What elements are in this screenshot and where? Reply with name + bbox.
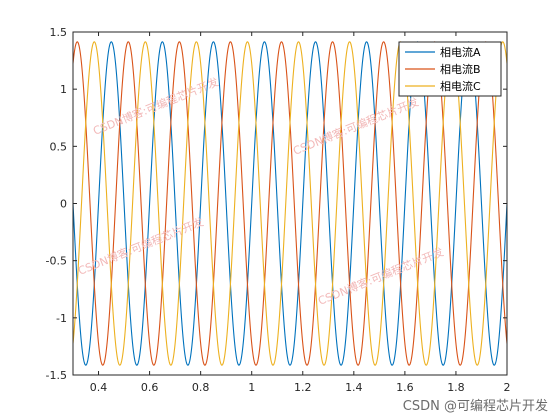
- y-tick-label: -1.5: [46, 369, 67, 382]
- y-tick-label: -0.5: [46, 255, 67, 268]
- x-tick-label: 2: [504, 381, 511, 394]
- y-tick-label: 0: [60, 198, 67, 211]
- credit-watermark: CSDN @可编程芯片开发: [402, 399, 548, 414]
- y-tick-label: 0.5: [50, 140, 68, 153]
- legend: 相电流A 相电流B 相电流C: [398, 41, 502, 97]
- y-axis: -1.5 -1 -0.5 0 0.5 1 1.5: [46, 26, 507, 382]
- y-tick-label: 1.5: [50, 26, 68, 39]
- x-tick-label: 0.4: [90, 381, 108, 394]
- x-tick-label: 1: [248, 381, 255, 394]
- legend-label: 相电流C: [440, 79, 481, 93]
- x-tick-label: 0.8: [192, 381, 210, 394]
- legend-label: 相电流A: [440, 45, 481, 59]
- x-axis: 0.4 0.6 0.8 1 1.2 1.4 1.6 1.8 2: [90, 32, 511, 394]
- series-line-3: [72, 41, 508, 366]
- x-tick-label: 1.6: [396, 381, 414, 394]
- legend-label: 相电流B: [440, 62, 481, 76]
- x-tick-label: 1.8: [447, 381, 465, 394]
- y-tick-label: 1: [60, 83, 67, 96]
- x-tick-label: 0.6: [141, 381, 159, 394]
- x-tick-label: 1.4: [345, 381, 363, 394]
- y-tick-label: -1: [56, 312, 67, 325]
- x-tick-label: 1.2: [294, 381, 312, 394]
